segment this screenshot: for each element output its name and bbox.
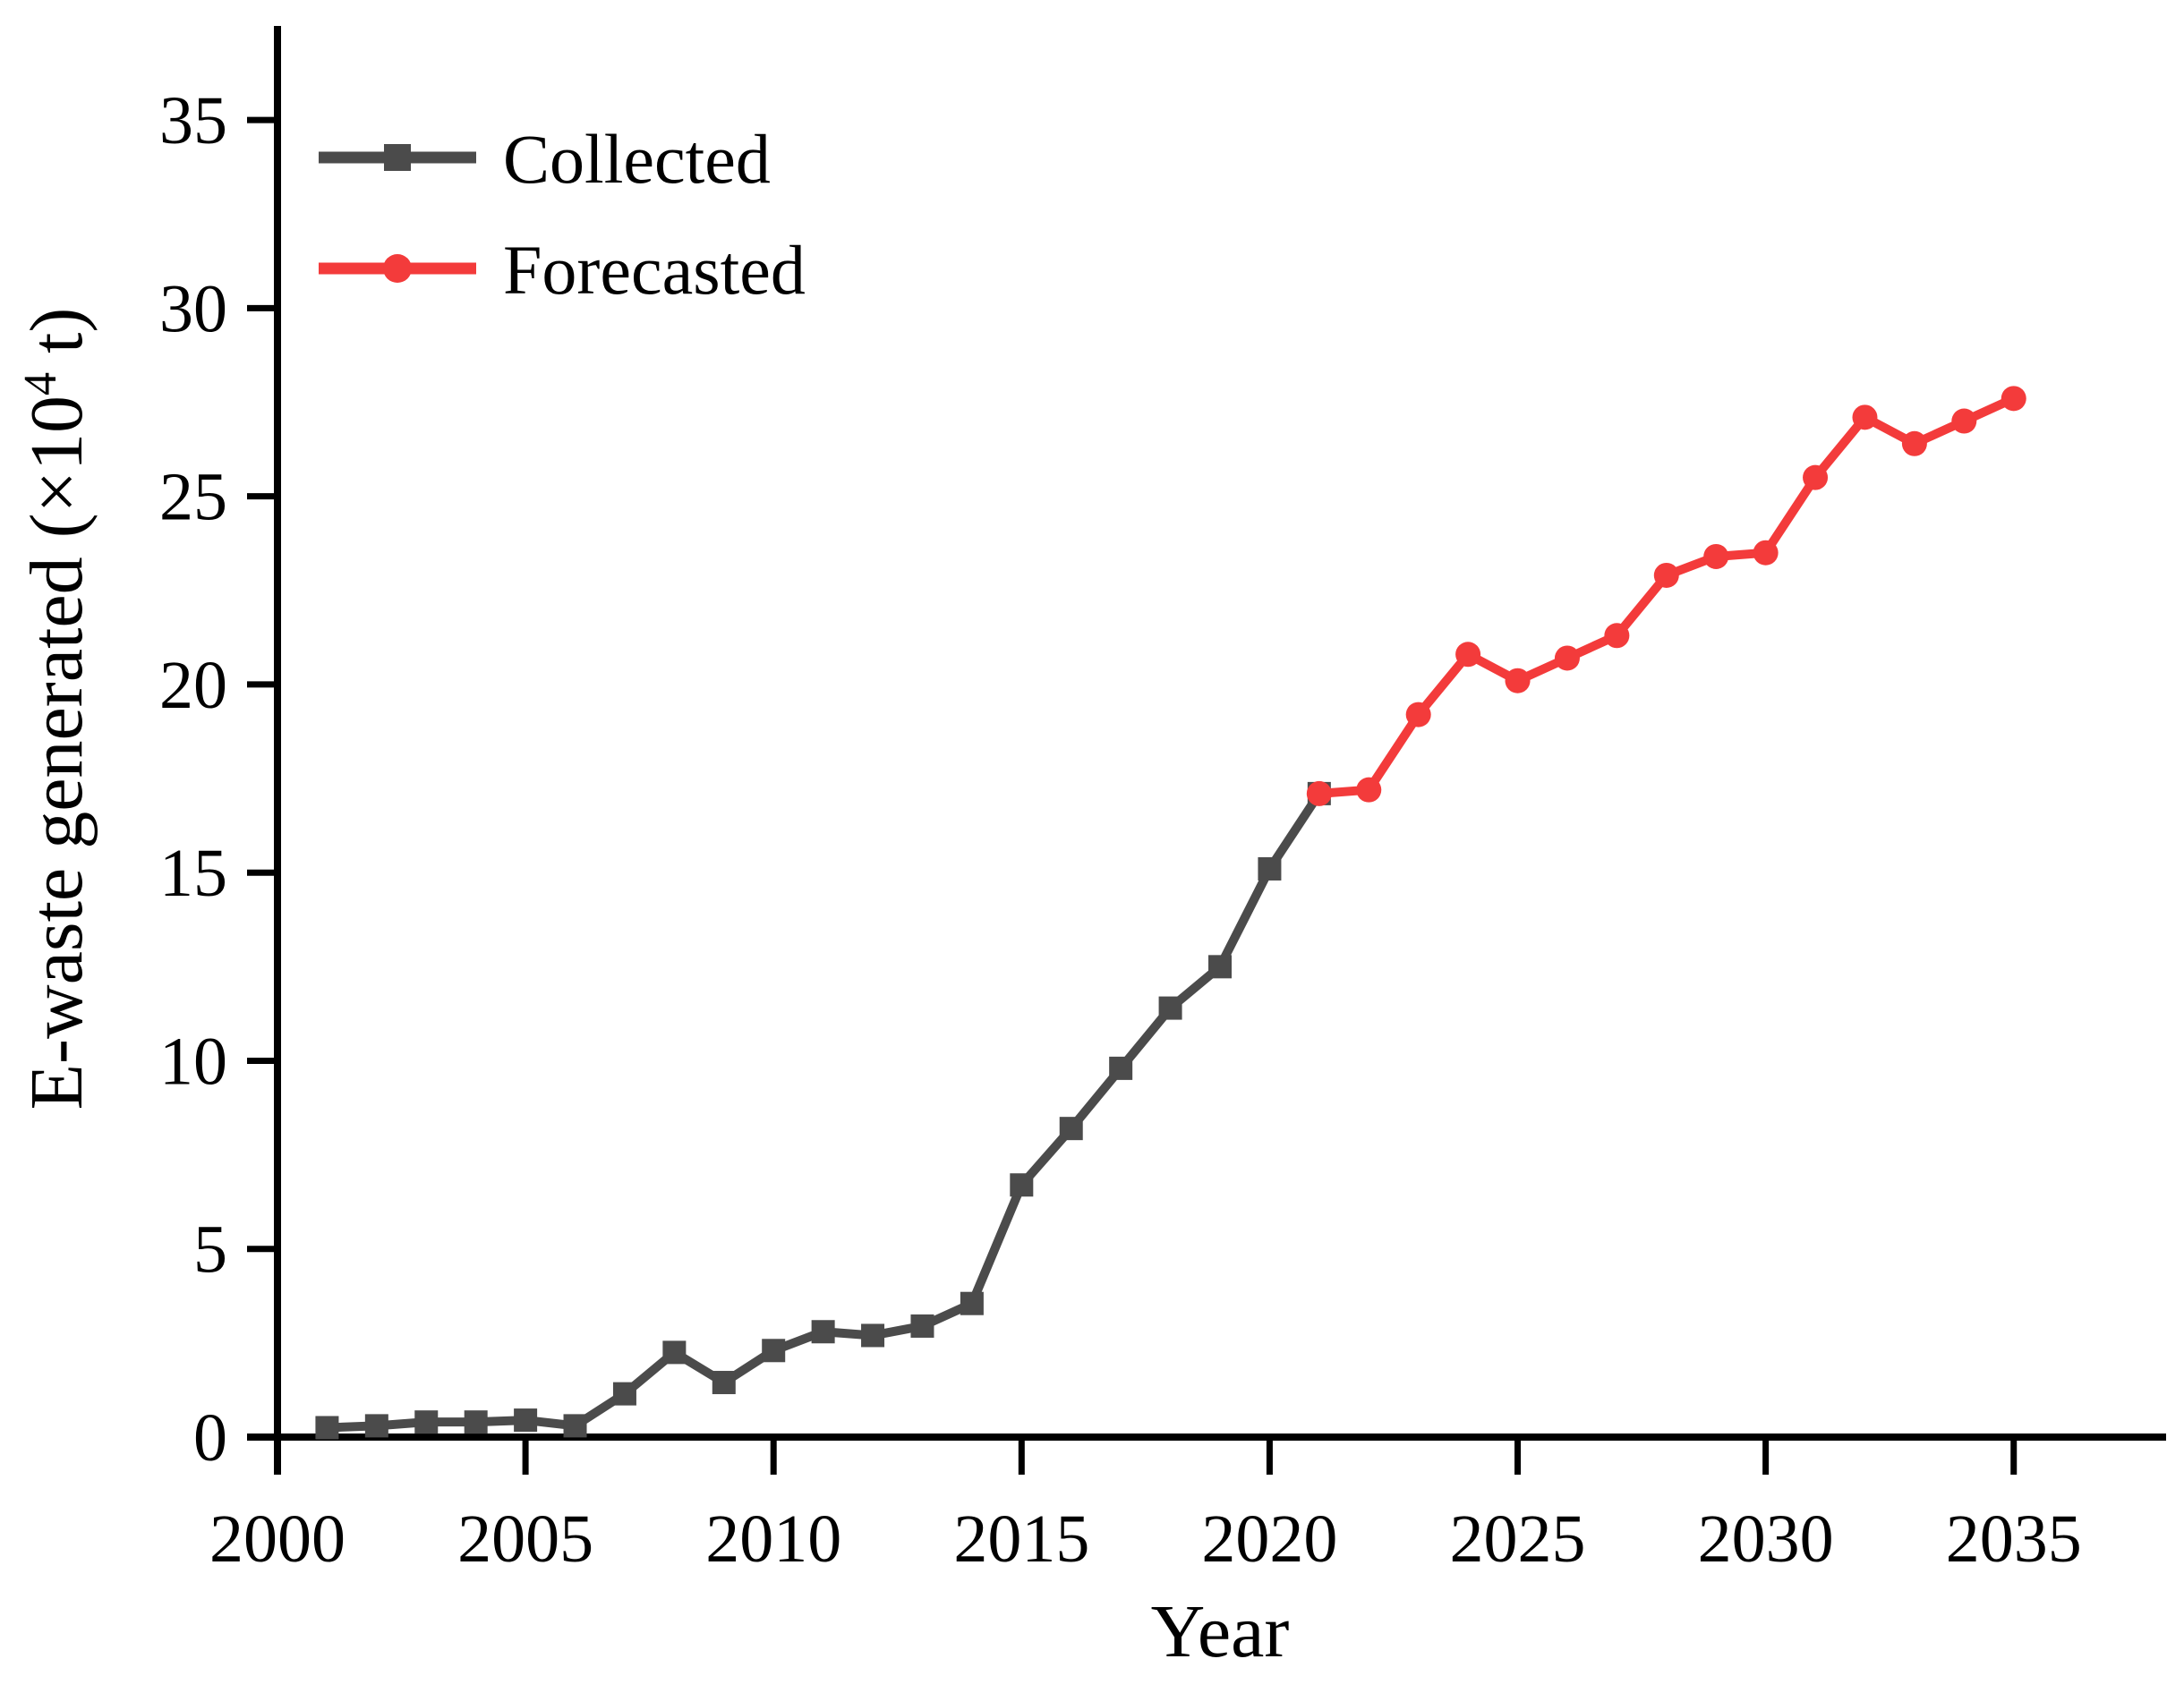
x-tick-label-2015: 2015 xyxy=(953,1502,1089,1577)
y-axis-title: E-waste generated (×104 t) xyxy=(15,308,98,1110)
marker-collected-2020 xyxy=(1258,856,1282,881)
marker-collected-2017 xyxy=(1109,1056,1133,1080)
marker-collected-2008 xyxy=(662,1340,687,1365)
y-tick-label-15: 15 xyxy=(159,836,227,911)
marker-collected-2015 xyxy=(1010,1173,1034,1197)
marker-forecasted-2035 xyxy=(2001,386,2026,412)
y-tick-label-20: 20 xyxy=(159,648,227,723)
series-forecasted-line xyxy=(1318,394,2016,798)
marker-collected-2007 xyxy=(612,1382,636,1406)
marker-collected-2003 xyxy=(414,1410,439,1434)
marker-collected-2018 xyxy=(1158,996,1182,1020)
x-tick-label-2000: 2000 xyxy=(209,1502,346,1577)
marker-forecasted-2027 xyxy=(1604,623,1630,649)
marker-forecasted-2022 xyxy=(1356,777,1382,803)
marker-forecasted-2026 xyxy=(1554,645,1580,671)
legend-marker-collected xyxy=(384,144,411,171)
marker-forecasted-2030 xyxy=(1753,540,1779,566)
marker-collected-2019 xyxy=(1208,955,1232,979)
marker-forecasted-2031 xyxy=(1803,464,1829,490)
marker-collected-2001 xyxy=(315,1416,339,1440)
y-axis-title-suffix: t) xyxy=(15,307,98,372)
x-tick-label-2005: 2005 xyxy=(457,1502,593,1577)
marker-forecasted-2021 xyxy=(1306,780,1332,806)
marker-forecasted-2028 xyxy=(1653,562,1679,588)
marker-collected-2012 xyxy=(861,1323,885,1348)
y-tick-label-30: 30 xyxy=(159,271,227,346)
marker-collected-2014 xyxy=(960,1291,984,1315)
x-tick-label-2010: 2010 xyxy=(705,1502,841,1577)
marker-forecasted-2032 xyxy=(1852,404,1878,430)
marker-collected-2016 xyxy=(1059,1117,1083,1141)
y-tick-label-35: 35 xyxy=(159,83,227,158)
x-tick-label-2035: 2035 xyxy=(1946,1502,2082,1577)
y-tick-label-10: 10 xyxy=(159,1024,227,1099)
marker-collected-2009 xyxy=(712,1371,736,1395)
marker-collected-2013 xyxy=(910,1314,934,1338)
marker-collected-2005 xyxy=(514,1408,538,1433)
marker-forecasted-2025 xyxy=(1505,668,1531,693)
x-tick-label-2030: 2030 xyxy=(1698,1502,1834,1577)
legend-marker-forecasted xyxy=(383,254,412,283)
y-tick-label-25: 25 xyxy=(159,460,227,535)
marker-forecasted-2029 xyxy=(1703,543,1729,569)
y-tick-label-0: 0 xyxy=(193,1400,227,1476)
marker-collected-2006 xyxy=(563,1414,587,1438)
x-axis-title: Year xyxy=(1150,1590,1290,1673)
marker-forecasted-2034 xyxy=(1951,408,1977,434)
marker-collected-2004 xyxy=(464,1410,488,1434)
marker-collected-2011 xyxy=(811,1320,835,1344)
marker-collected-2010 xyxy=(762,1339,786,1363)
marker-forecasted-2024 xyxy=(1455,642,1481,668)
marker-collected-2002 xyxy=(364,1414,388,1438)
x-tick-label-2025: 2025 xyxy=(1450,1502,1586,1577)
y-tick-label-5: 5 xyxy=(193,1212,227,1288)
y-axis-title-prefix: E-waste generated (×10 xyxy=(15,396,98,1110)
marker-forecasted-2033 xyxy=(1901,430,1927,456)
legend-label-collected: Collected xyxy=(503,120,771,198)
x-tick-label-2020: 2020 xyxy=(1201,1502,1337,1577)
y-axis-title-superscript: 4 xyxy=(15,371,66,396)
legend-label-forecasted: Forecasted xyxy=(503,231,806,309)
marker-forecasted-2023 xyxy=(1405,702,1431,727)
